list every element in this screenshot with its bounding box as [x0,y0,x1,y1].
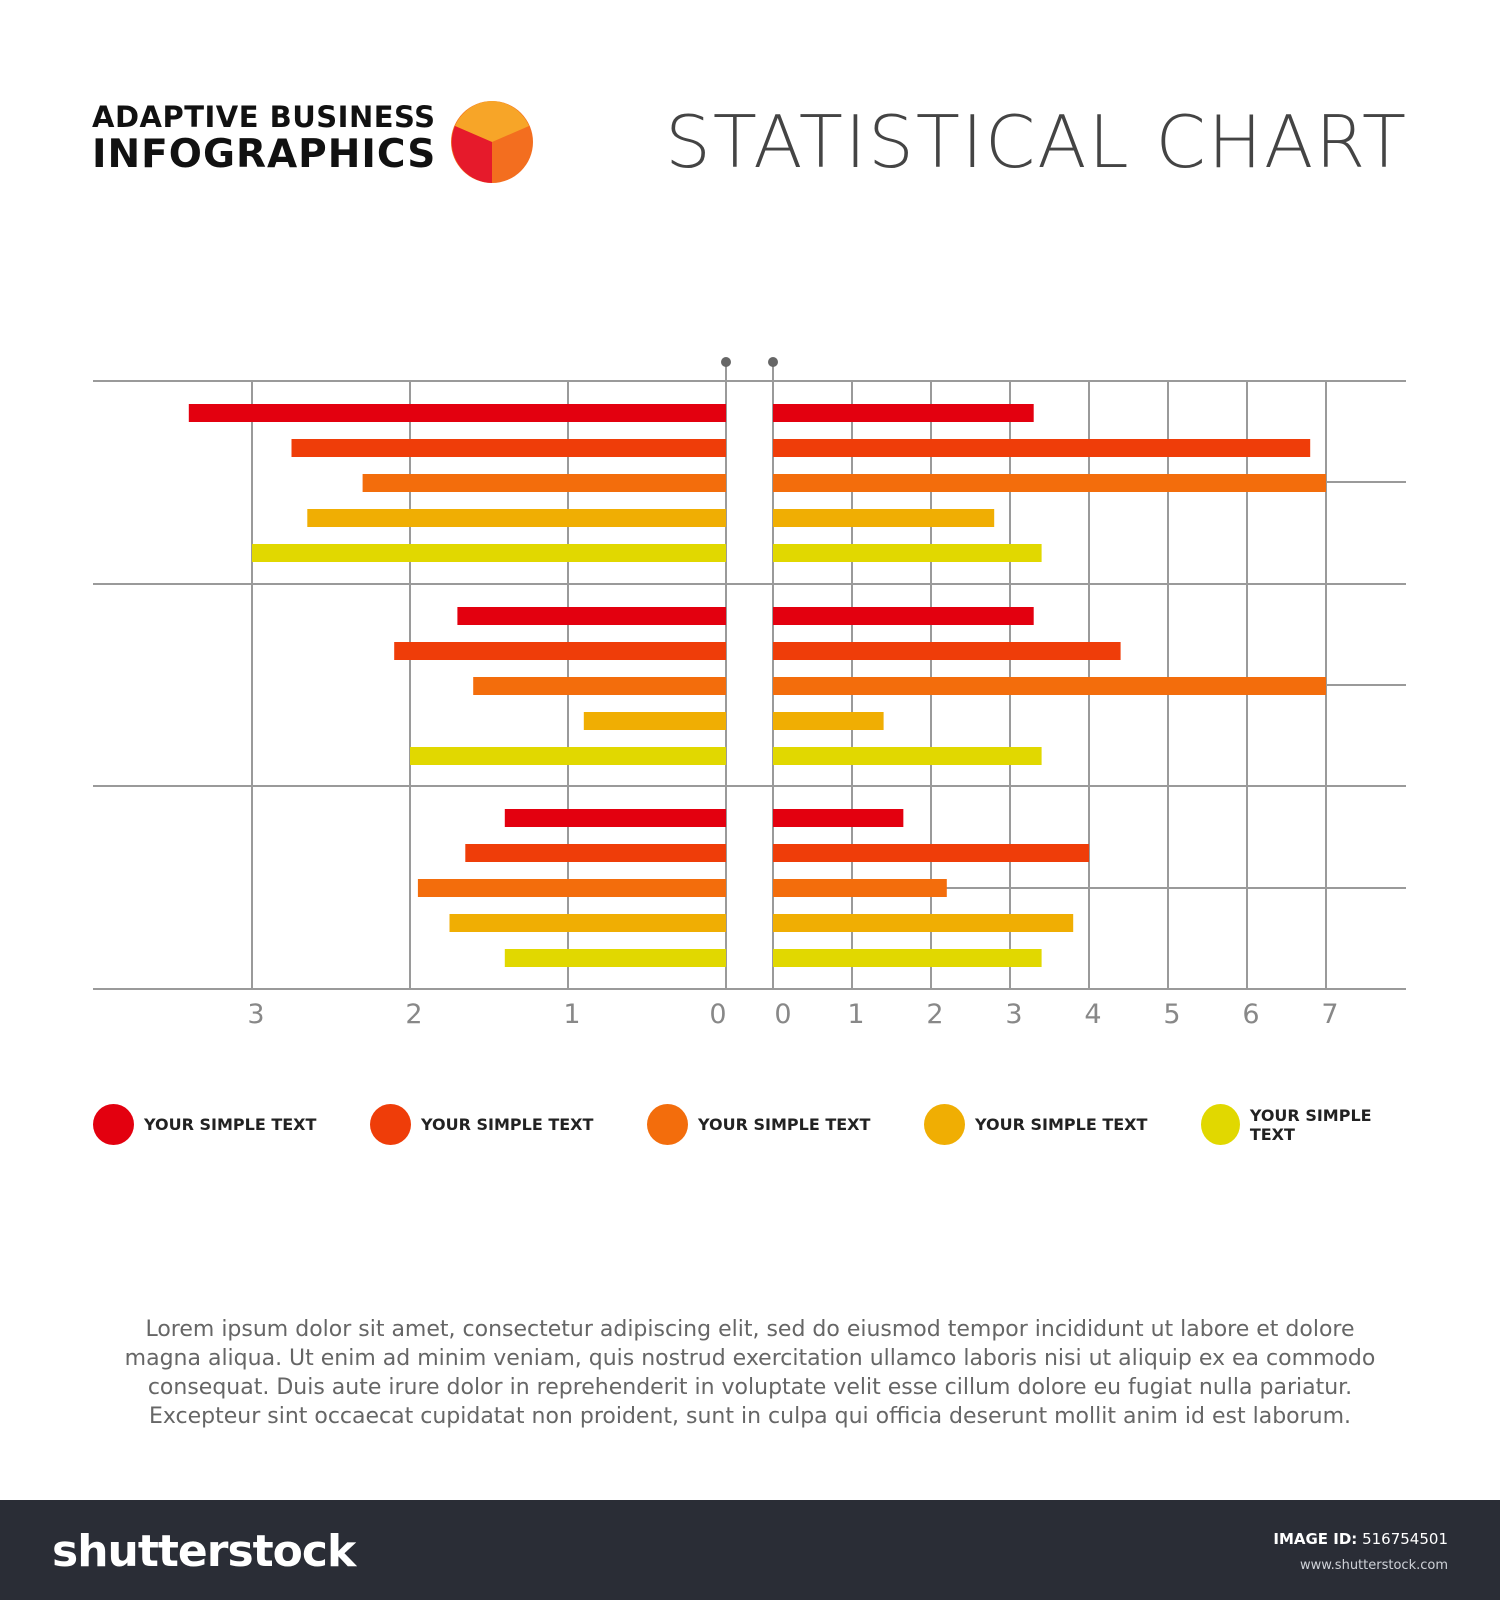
footer-bar: shutterstock IMAGE ID: 516754501 www.shu… [0,1500,1500,1600]
bar-left [410,747,726,765]
bar-left [449,914,726,932]
description-text: Lorem ipsum dolor sit amet, consectetur … [124,1317,1376,1429]
bar-right [773,439,1311,457]
footer-image-id: IMAGE ID: 516754501 [1273,1530,1448,1548]
tick-label-right: 2 [926,999,943,1030]
bar-left [252,544,726,562]
legend-item: YOUR SIMPLE TEXT [370,1104,593,1145]
legend-swatch [93,1104,134,1145]
legend-label: YOUR SIMPLE TEXT [698,1115,871,1134]
tick-label-right: 6 [1242,999,1259,1030]
bar-left [465,844,726,862]
axis-knob [768,357,778,367]
legend-label: YOUR SIMPLE TEXT [421,1115,594,1134]
tick-label-left: 2 [405,999,422,1030]
legend-label: YOUR SIMPLE TEXT [975,1115,1148,1134]
image-id-value: 516754501 [1362,1530,1448,1548]
bar-left [417,879,726,897]
legend-item: YOUR SIMPLE TEXT [647,1104,870,1145]
bar-right [773,474,1326,492]
bar-left [504,949,726,967]
bar-left [583,712,726,730]
bar-left [394,642,726,660]
tick-label-left: 3 [247,999,264,1030]
bar-right [773,509,995,527]
chart-bars [188,404,1326,967]
chart-title: STATISTICAL CHART [665,100,1408,184]
bar-right [773,809,904,827]
axis-knob [721,357,731,367]
brand-line-2: INFOGRAPHICS [92,132,437,177]
legend-item: YOUR SIMPLE TEXT [924,1104,1147,1145]
footer-logo[interactable]: shutterstock [52,1526,356,1577]
chart-tick-labels: 3 2 1 0 0 1 2 3 4 5 6 7 [247,999,1338,1030]
legend-swatch [924,1104,965,1145]
legend-swatch [1201,1104,1240,1145]
bar-right [773,642,1121,660]
bar-left [307,509,726,527]
legend-label: YOUR SIMPLE TEXT [144,1115,317,1134]
brand-line-1: ADAPTIVE BUSINESS [92,100,436,134]
bar-right [773,914,1074,932]
tick-label-left: 1 [563,999,580,1030]
brand-pie-logo-icon [451,101,533,183]
bar-right [773,747,1042,765]
bar-right [773,677,1326,695]
bar-left [457,607,726,625]
bar-right [773,712,884,730]
bar-left [188,404,727,422]
legend-item: YOUR SIMPLE TEXT [1201,1104,1413,1145]
tick-label-right: 5 [1163,999,1180,1030]
legend-swatch [647,1104,688,1145]
bar-right [773,844,1089,862]
bar-right [773,949,1042,967]
bar-right [773,607,1034,625]
bar-right [773,879,947,897]
tick-label-right: 1 [847,999,864,1030]
tick-label-right: 0 [774,999,791,1030]
tick-label-right: 7 [1321,999,1338,1030]
brand-heading: ADAPTIVE BUSINESS INFOGRAPHICS [92,100,436,176]
bar-left [362,474,726,492]
bar-right [773,544,1042,562]
chart-legend: YOUR SIMPLE TEXT YOUR SIMPLE TEXT YOUR SIM… [93,1104,1413,1146]
legend-label: YOUR SIMPLE TEXT [1249,1105,1372,1144]
tick-label-left: 0 [709,999,726,1030]
statistical-chart: 3 2 1 0 0 1 2 3 4 5 6 7 [93,357,1406,1030]
bar-left [473,677,726,695]
footer-url[interactable]: www.shutterstock.com [1299,1558,1448,1573]
tick-label-right: 3 [1005,999,1022,1030]
bar-left [291,439,726,457]
legend-swatch [370,1104,411,1145]
legend-item: YOUR SIMPLE TEXT [93,1104,316,1145]
image-id-label: IMAGE ID: [1273,1530,1358,1548]
bar-left [504,809,726,827]
bar-right [773,404,1034,422]
tick-label-right: 4 [1084,999,1101,1030]
